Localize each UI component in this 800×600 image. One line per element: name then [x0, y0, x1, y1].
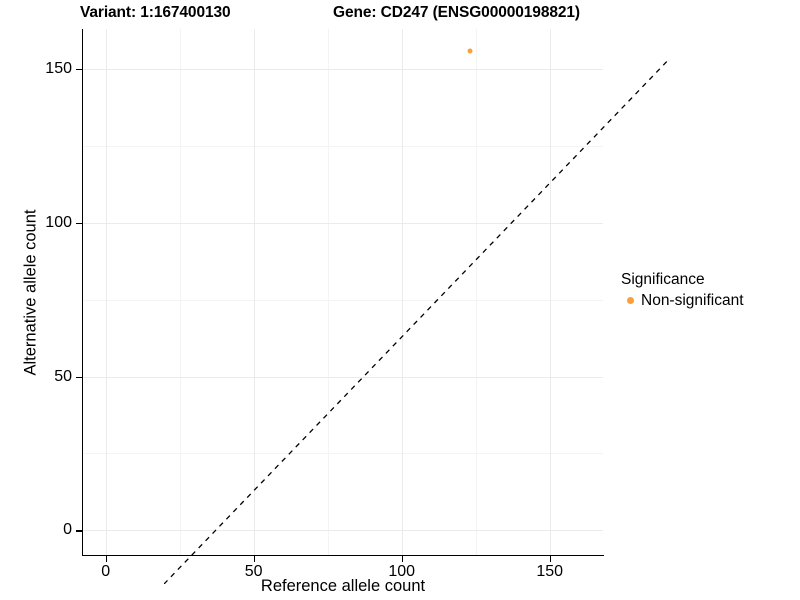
gridline	[82, 145, 603, 147]
gene-title: Gene: CD247 (ENSG00000198821)	[333, 4, 580, 21]
y-tick-label: 150	[45, 59, 72, 77]
x-tick-label: 50	[244, 563, 263, 580]
gridline	[327, 29, 329, 555]
identity-reference-line	[164, 58, 671, 584]
legend-item-label: Non-significant	[641, 291, 744, 309]
gridline	[253, 29, 255, 555]
gridline	[82, 530, 603, 532]
gridline	[549, 29, 551, 555]
y-tick	[76, 530, 82, 532]
gridline	[475, 29, 477, 555]
y-tick-label: 100	[45, 213, 72, 231]
gridline	[401, 29, 403, 555]
legend: Significance Non-significant	[621, 271, 744, 310]
gridline	[82, 453, 603, 455]
x-tick-label: 150	[536, 563, 564, 580]
y-tick-label: 50	[54, 367, 72, 385]
x-tick	[549, 556, 551, 562]
x-axis-line	[82, 554, 604, 556]
legend-title: Significance	[621, 271, 705, 288]
data-point	[467, 48, 473, 54]
gridline	[179, 29, 181, 555]
y-tick	[76, 222, 82, 225]
x-tick-label: 100	[388, 563, 416, 580]
x-tick	[105, 556, 107, 562]
legend-entries: Non-significant	[621, 291, 744, 310]
gridline	[82, 222, 603, 224]
legend-swatch	[621, 291, 640, 310]
gridline	[105, 29, 107, 555]
legend-item[interactable]: Non-significant	[621, 291, 744, 310]
variant-title: Variant: 1:167400130	[80, 4, 231, 21]
x-tick	[253, 556, 255, 562]
y-tick	[76, 68, 82, 71]
y-tick-label: 0	[63, 521, 72, 539]
plot-panel	[82, 29, 671, 584]
gridline	[82, 376, 603, 378]
y-axis-line	[82, 29, 84, 556]
x-tick	[401, 556, 403, 562]
gridline	[82, 68, 603, 70]
y-axis-title: Alternative allele count	[21, 209, 40, 376]
x-axis-title: Reference allele count	[260, 577, 426, 595]
gridline	[82, 299, 603, 301]
x-tick-label: 0	[101, 563, 111, 580]
y-tick	[76, 376, 82, 378]
circle-marker-icon	[627, 297, 634, 304]
